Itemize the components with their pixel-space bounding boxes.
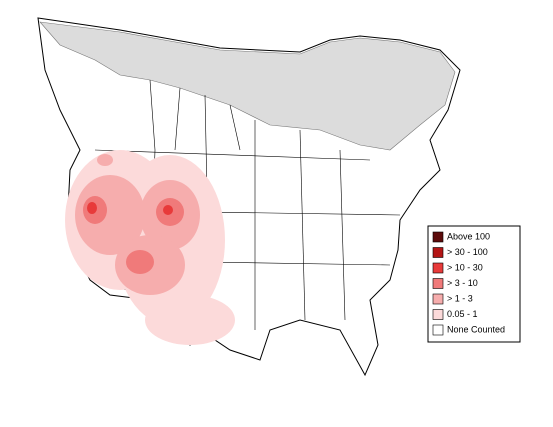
legend-swatch	[432, 231, 444, 243]
legend-swatch	[432, 293, 444, 305]
legend-label: > 1 - 3	[447, 293, 473, 303]
legend: Above 100 > 30 - 100 > 10 - 30 > 3 - 10 > 1 …	[427, 225, 521, 343]
legend-label: > 3 - 10	[447, 278, 478, 288]
legend-swatch	[432, 262, 444, 274]
abundance-areas	[65, 150, 235, 345]
legend-swatch	[432, 247, 444, 258]
legend-label: Above 100	[447, 231, 490, 241]
legend-swatch	[432, 324, 444, 336]
legend-label: > 10 - 30	[447, 262, 483, 272]
legend-swatch	[432, 278, 444, 289]
legend-label: None Counted	[447, 324, 505, 334]
legend-box	[427, 225, 521, 343]
legend-label: 0.05 - 1	[447, 309, 478, 319]
legend-swatch	[432, 309, 444, 320]
none-counted-region	[39, 21, 456, 151]
legend-label: > 30 - 100	[447, 247, 488, 257]
